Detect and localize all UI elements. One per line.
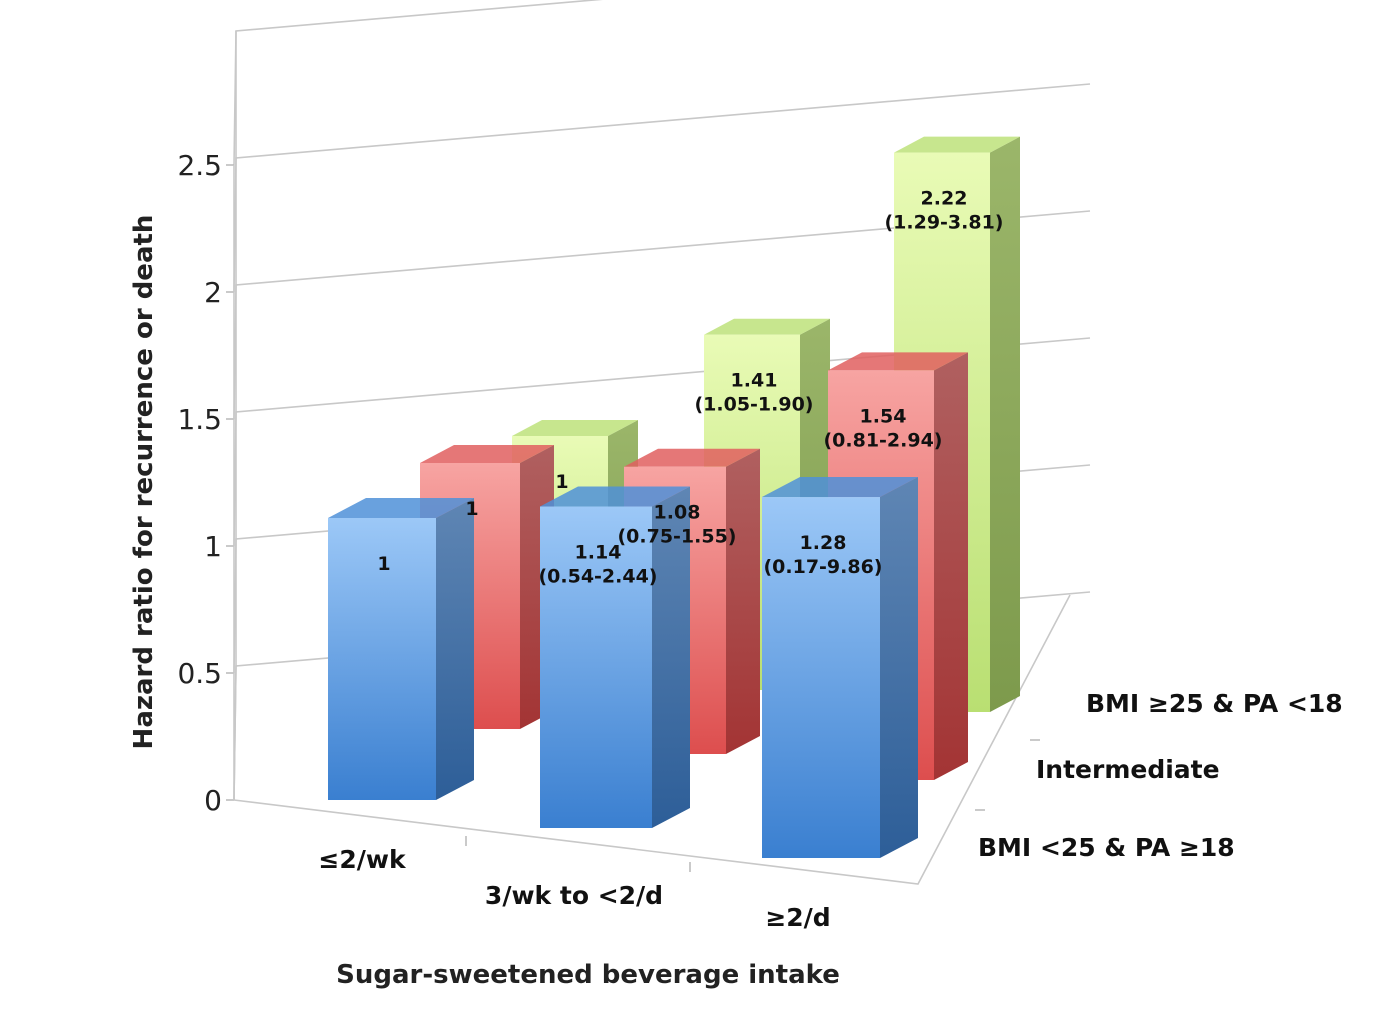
bar-side — [880, 477, 918, 858]
bar-side — [436, 498, 474, 800]
bar-top — [894, 136, 1020, 153]
x-axis-title: Sugar-sweetened beverage intake — [336, 960, 840, 990]
data-label: 1.41 — [731, 370, 778, 392]
axes-layer — [226, 0, 1091, 885]
bar-top — [828, 352, 968, 371]
bar-front — [762, 497, 880, 858]
data-label: 1 — [555, 471, 568, 493]
floor-left-edge — [233, 665, 237, 801]
bar-top — [624, 448, 760, 467]
bar — [540, 486, 690, 828]
bars-layer — [328, 136, 1020, 858]
y-tick-label: 2 — [204, 276, 222, 309]
bar-side — [990, 136, 1020, 713]
bar — [328, 498, 474, 800]
series-label: BMI ≥25 & PA <18 — [1086, 689, 1343, 718]
bar-side — [726, 448, 760, 754]
y-axis-title: Hazard ratio for recurrence or death — [129, 215, 159, 750]
data-label: (0.81-2.94) — [823, 429, 942, 451]
x-tick-label: ≤2/wk — [318, 845, 407, 874]
bar-top — [328, 498, 474, 518]
bar-side — [652, 486, 690, 828]
y-tick-label: 0.5 — [177, 657, 222, 690]
bar — [762, 477, 918, 858]
y-tick-label: 1 — [204, 530, 222, 563]
bar-front — [328, 518, 436, 800]
series-label: Intermediate — [1036, 755, 1220, 784]
data-label: (0.54-2.44) — [538, 566, 657, 588]
data-label: 1.28 — [800, 532, 847, 554]
y-tick-label: 0 — [204, 784, 222, 817]
data-label: 2.22 — [921, 188, 968, 210]
bar-top — [704, 318, 830, 335]
series-label: BMI <25 & PA ≥18 — [978, 833, 1235, 862]
bar-front — [540, 506, 652, 828]
y-tick-label: 1.5 — [177, 403, 222, 436]
bar-top — [512, 420, 638, 436]
bar-side — [934, 352, 968, 780]
text-layer: Hazard ratio for recurrence or death Sug… — [129, 149, 1343, 990]
bar-top — [762, 477, 918, 497]
bar-top — [420, 445, 554, 463]
y-tick-label: 2.5 — [177, 149, 222, 182]
data-label: (1.29-3.81) — [884, 212, 1003, 234]
data-label: 1.54 — [860, 405, 907, 427]
bar-top — [540, 486, 690, 507]
data-label: (0.17-9.86) — [763, 556, 882, 578]
data-label: 1 — [465, 498, 478, 520]
x-tick-label: 3/wk to <2/d — [485, 881, 663, 910]
x-tick-label: ≥2/d — [765, 903, 830, 932]
data-label: (1.05-1.90) — [694, 394, 813, 416]
data-label: 1.14 — [575, 542, 622, 564]
data-label: 1 — [377, 553, 390, 575]
data-label: (0.75-1.55) — [617, 526, 736, 548]
data-label: 1.08 — [654, 502, 701, 524]
